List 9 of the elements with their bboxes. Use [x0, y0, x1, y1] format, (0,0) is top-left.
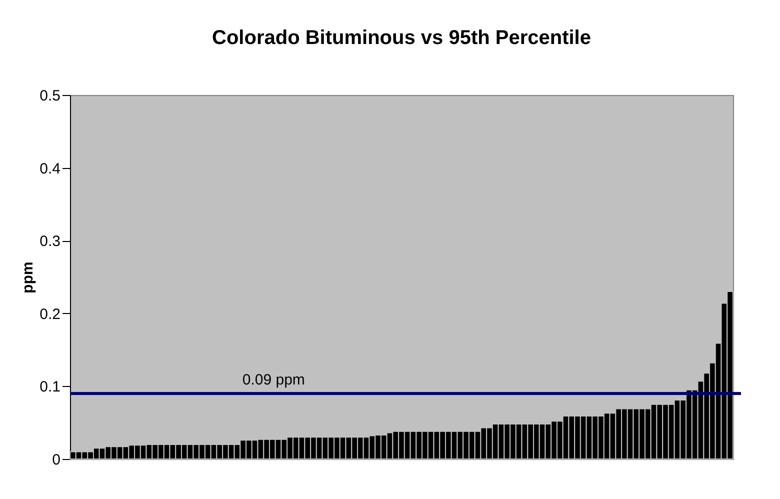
y-tick-label: 0.1: [40, 378, 60, 396]
y-tick-label: 0: [52, 452, 60, 468]
y-tick-label: 0.4: [40, 160, 60, 178]
y-tick-label: 0.5: [40, 88, 60, 104]
ref-line-label: 0.09 ppm: [242, 371, 305, 388]
y-axis-title: ppm: [20, 262, 37, 294]
chart-title: Colorado Bituminous vs 95th Percentile: [212, 27, 591, 49]
y-tick-label: 0.2: [40, 306, 60, 323]
y-tick-label: 0.3: [40, 233, 60, 250]
